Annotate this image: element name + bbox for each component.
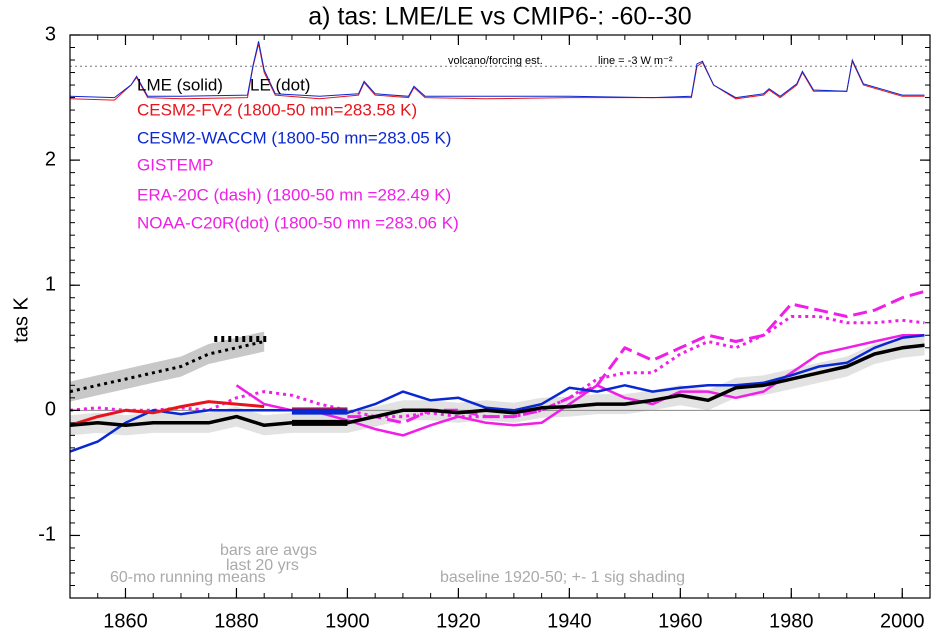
legend-entry: LME (solid) [137, 75, 223, 94]
legend-entry: CESM2-WACCM (1800-50 mn=283.05 K) [137, 128, 451, 147]
legend-entry: GISTEMP [137, 155, 214, 174]
annotation: 60-mo running means [110, 569, 266, 586]
plot-frame [69, 34, 931, 599]
x-tick-label: 1860 [103, 610, 148, 632]
sigma-band [70, 331, 265, 402]
plot-area [70, 41, 930, 453]
x-tick-label: 1880 [214, 610, 259, 632]
forcing-line [70, 41, 925, 99]
x-tick-label: 1920 [436, 610, 481, 632]
annotation: bars are avgs [220, 542, 317, 559]
x-tick-label: 1980 [769, 610, 814, 632]
x-tick-label: 1960 [658, 610, 703, 632]
annotation: line = -3 W m⁻² [598, 55, 673, 67]
annotation: volcano/forcing est. [448, 55, 543, 67]
series-line [70, 343, 925, 428]
series-line [70, 340, 265, 394]
y-tick-label: 0 [45, 399, 56, 421]
legend-entry: NOAA-C20R(dot) (1800-50 mn =283.06 K) [137, 213, 459, 232]
overlay: 1860 1880 1900 1920 1940 1960 1980 2000 -1 0 1 2 3 LM… [38, 23, 931, 632]
y-tick-label: -1 [38, 524, 56, 546]
series-line [70, 315, 925, 419]
series-line [70, 334, 925, 453]
y-tick-label: 2 [45, 148, 56, 170]
y-axis-label: tas K [10, 297, 32, 343]
annotation: last 20 yrs [226, 557, 299, 574]
chart-title: a) tas: LME/LE vs CMIP6-: -60--30 [308, 3, 691, 31]
x-tick-label: 1940 [547, 610, 592, 632]
y-tick-label: 1 [45, 274, 56, 296]
annotation: baseline 1920-50; +- 1 sig shading [440, 569, 685, 586]
series-line [70, 400, 265, 427]
legend-entry: CESM2-FV2 (1800-50 mn=283.58 K) [137, 100, 417, 119]
x-tick-label: 1900 [325, 610, 370, 632]
legend-entry: LE (dot) [250, 75, 310, 94]
y-tick-label: 3 [45, 23, 56, 45]
x-tick-label: 2000 [880, 610, 925, 632]
legend-entry: ERA-20C (dash) (1800-50 mn =282.49 K) [137, 185, 451, 204]
